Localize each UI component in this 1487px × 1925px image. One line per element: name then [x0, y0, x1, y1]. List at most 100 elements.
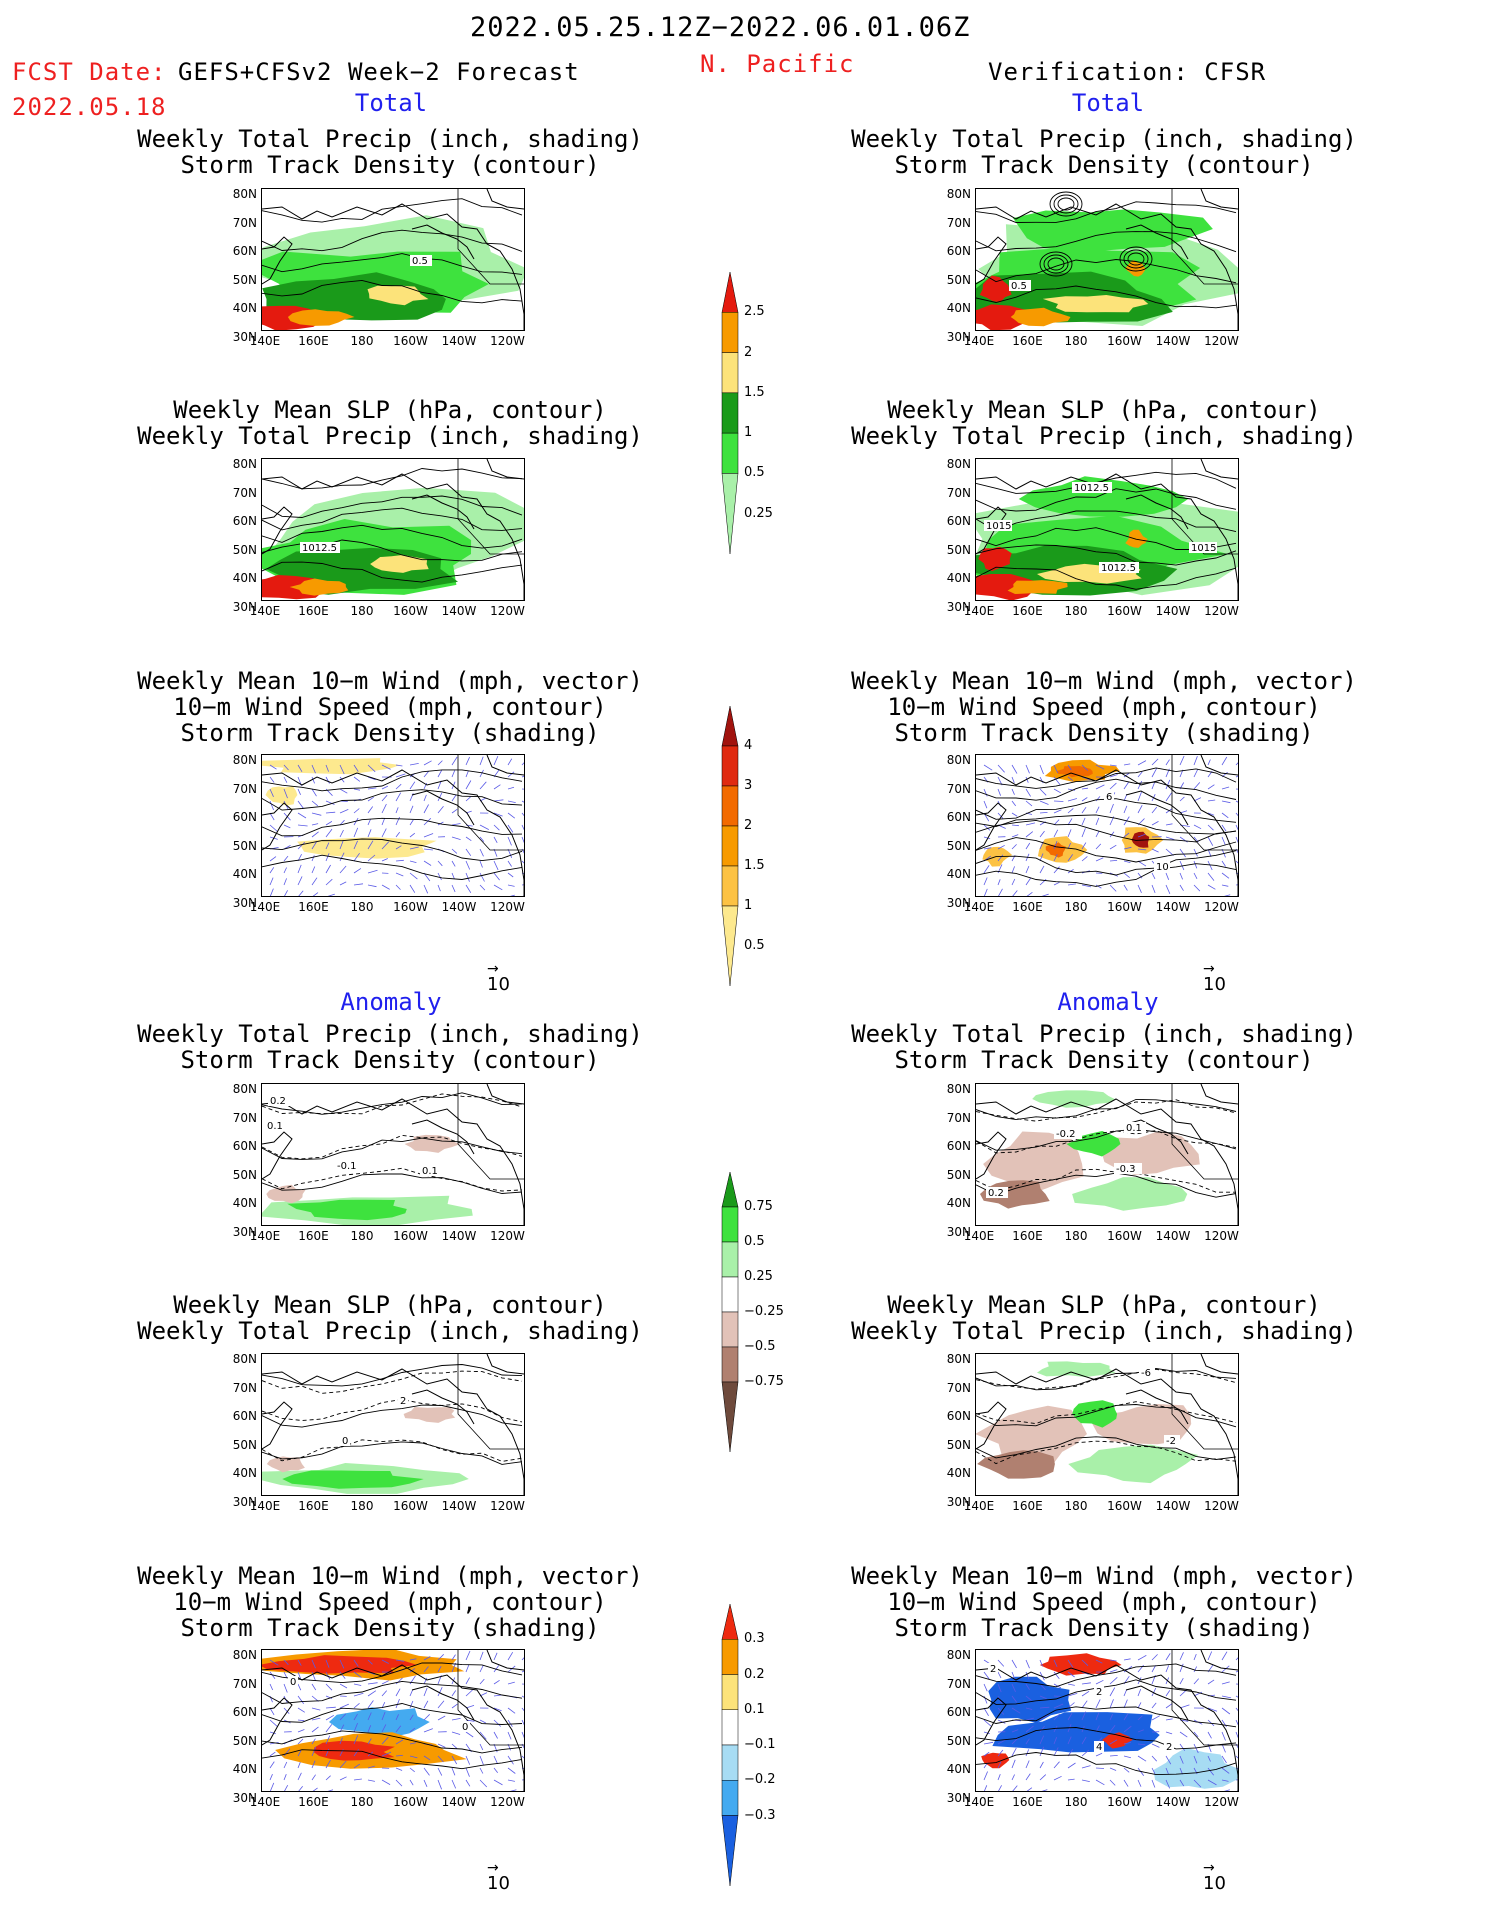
wind-vector	[1095, 843, 1102, 850]
wind-vector	[409, 846, 419, 850]
wind-vector	[269, 1761, 275, 1769]
wind-vector	[1095, 796, 1101, 802]
lon-label: 120W	[1204, 1499, 1239, 1513]
wind-vector	[1081, 1690, 1090, 1697]
panel-title-obs-1: Weekly Total Precip (inch, shading) Stor…	[851, 125, 1357, 179]
wind-vector	[1123, 1689, 1127, 1697]
wind-vector	[283, 824, 291, 829]
wind-vector	[479, 836, 485, 842]
wind-vector	[1179, 1652, 1184, 1661]
coastline	[411, 1389, 475, 1425]
lon-label: 160E	[298, 334, 329, 348]
wind-vector	[1039, 812, 1048, 814]
wind-vector	[381, 1724, 387, 1733]
contour-label-bg	[1099, 562, 1139, 573]
storm-contour	[1049, 191, 1083, 217]
map-panel-obs-5: -6 -2	[975, 1353, 1239, 1496]
wind-vector	[997, 879, 1001, 886]
map-plot: -0.2 0.1 -0.3 0.2	[976, 1084, 1238, 1225]
wind-vector	[479, 848, 484, 857]
wind-vector	[1235, 1719, 1238, 1726]
wind-vector	[409, 1690, 413, 1697]
contour-line	[976, 1404, 1237, 1428]
wind-vector	[437, 1715, 446, 1721]
wind-vector	[367, 1712, 372, 1721]
wind-vector	[465, 1755, 471, 1765]
lat-label: 80N	[946, 1648, 971, 1662]
wind-vector	[1067, 808, 1074, 814]
wind-vector	[353, 1713, 358, 1721]
wind-vector	[1137, 1743, 1146, 1746]
lon-label: 180	[350, 1499, 374, 1513]
lat-label: 80N	[232, 1082, 257, 1096]
wind-vector	[1221, 1731, 1226, 1741]
wind-vector	[1109, 774, 1118, 778]
wind-vector	[283, 1707, 290, 1714]
colorbar-segment	[721, 905, 739, 987]
coastline	[262, 506, 293, 555]
wind-vector	[1025, 800, 1033, 807]
wind-vector	[451, 756, 458, 766]
precip-anom-shade	[403, 1407, 456, 1423]
map-plot	[262, 755, 524, 896]
wind-vector	[327, 1789, 334, 1791]
wind-vector	[311, 1717, 321, 1721]
vector-arrow-icon: →	[1203, 1860, 1215, 1876]
lat-label: 30N	[946, 599, 971, 614]
wind-vector	[409, 1700, 414, 1709]
contour-label-bg	[1164, 1435, 1180, 1446]
storm-shade	[297, 837, 437, 859]
wind-vector	[381, 764, 391, 770]
wind-vector	[1207, 784, 1215, 790]
storm-shade	[1056, 766, 1093, 778]
wind-vector	[381, 803, 387, 814]
wind-vector	[1067, 829, 1072, 838]
wind-vector	[1025, 1695, 1032, 1701]
wind-vector	[997, 854, 1004, 862]
wind-vector	[983, 836, 991, 840]
wind-vector	[1109, 1767, 1117, 1771]
wind-vector	[1193, 1666, 1198, 1673]
wind-vector	[451, 1779, 457, 1789]
wind-vector	[423, 804, 429, 814]
storm-anom-shade	[329, 1707, 430, 1738]
wind-vector	[983, 847, 992, 850]
lon-label: 160E	[1012, 900, 1043, 914]
wind-vector	[507, 786, 515, 790]
wind-vector	[997, 764, 1005, 773]
wind-vector	[353, 1749, 360, 1757]
wind-vector	[381, 828, 387, 838]
coastline	[486, 755, 524, 776]
wind-vector	[1081, 1682, 1091, 1685]
precip-anom-shade	[266, 1456, 305, 1473]
wind-vector	[297, 788, 301, 795]
wind-vector	[283, 855, 289, 862]
wind-vector	[465, 1767, 470, 1777]
wind-vector	[1235, 1695, 1238, 1698]
wind-vector	[1123, 832, 1130, 838]
lat-label: 80N	[946, 1352, 971, 1366]
wind-vector	[465, 860, 471, 870]
contour-label: -0.1	[337, 1161, 357, 1172]
wind-vector	[1235, 1731, 1238, 1739]
lat-label: 80N	[946, 187, 971, 201]
wind-vector	[1165, 1665, 1170, 1673]
wind-vector	[339, 1671, 346, 1679]
wind-vector	[311, 812, 322, 816]
lon-label: 140W	[441, 1795, 477, 1809]
lat-label: 60N	[946, 514, 971, 528]
wind-vector	[395, 764, 403, 767]
lat-label: 80N	[946, 753, 971, 767]
contour-label: 0	[290, 1677, 296, 1688]
colorbar-segment	[721, 1241, 739, 1278]
wind-vector	[1137, 780, 1143, 790]
lon-label: 160W	[393, 334, 428, 348]
border-line	[1171, 755, 1238, 851]
wind-vector	[1221, 884, 1229, 887]
coastline	[976, 1697, 1007, 1746]
wind-vector	[1026, 1787, 1033, 1791]
wind-vector	[1109, 831, 1115, 838]
wind-vector	[423, 860, 432, 866]
wind-vector	[521, 1707, 524, 1712]
wind-vector	[465, 1705, 475, 1709]
